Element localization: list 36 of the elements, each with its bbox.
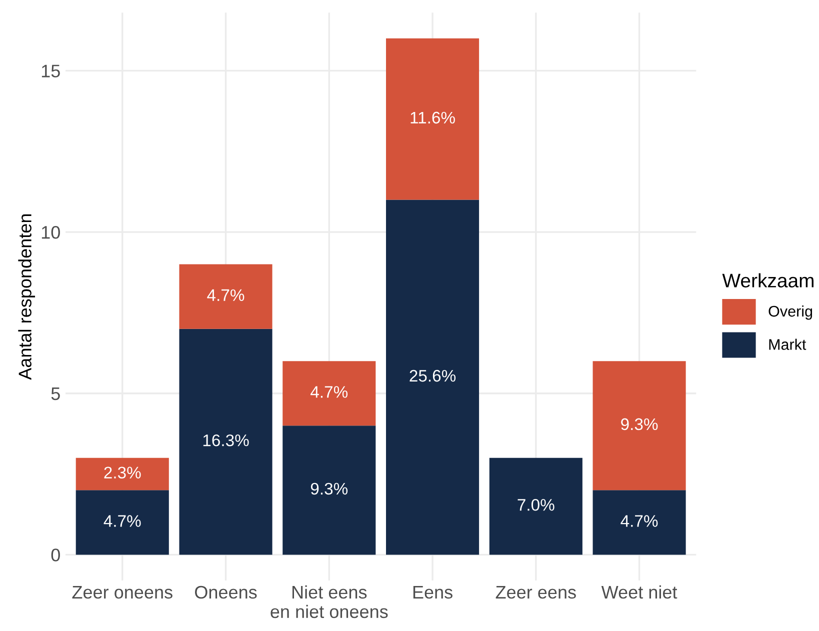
annotation: 4.7% xyxy=(207,289,244,301)
annotation: 9.3% xyxy=(621,418,658,430)
bar xyxy=(386,200,480,555)
x-tick-label: Weet niet xyxy=(601,585,678,599)
bar xyxy=(592,361,686,490)
bar xyxy=(592,490,686,555)
bar xyxy=(179,328,272,555)
y-axis-title: Aantal respondenten xyxy=(18,214,36,380)
bar xyxy=(179,264,272,329)
annotation: 4.7% xyxy=(620,515,658,527)
annotation: 4.7% xyxy=(310,386,348,398)
y-tick-label: 0 xyxy=(51,548,60,562)
bar xyxy=(489,458,582,555)
y-tick-label: 5 xyxy=(51,387,60,400)
annotation: 9.3% xyxy=(310,482,348,495)
annotation: 7.0% xyxy=(518,498,554,511)
x-tick-label: Zeer eens xyxy=(496,586,576,599)
bar xyxy=(282,426,376,555)
annotation: 2.3% xyxy=(104,466,141,479)
legend-title: Werkzaam xyxy=(722,273,814,288)
legend-label: Markt xyxy=(769,338,806,350)
annotation: 25.6% xyxy=(410,370,456,382)
bar xyxy=(386,38,480,200)
bar xyxy=(76,490,169,555)
annotation: 11.6% xyxy=(410,112,455,124)
x-tick-label: Niet eens en niet oneens xyxy=(270,585,388,618)
x-tick-label: Zeer oneens xyxy=(72,586,172,599)
annotation: 16.3% xyxy=(203,434,249,446)
legend-label: Overig xyxy=(768,305,812,320)
annotation: 4.7% xyxy=(104,515,141,527)
bar xyxy=(76,458,169,490)
y-tick-label: 15 xyxy=(42,64,60,78)
bar xyxy=(282,361,376,426)
x-tick-label: Eens xyxy=(413,586,452,599)
x-tick-label: Oneens xyxy=(195,586,257,599)
y-tick-label: 10 xyxy=(42,226,60,239)
